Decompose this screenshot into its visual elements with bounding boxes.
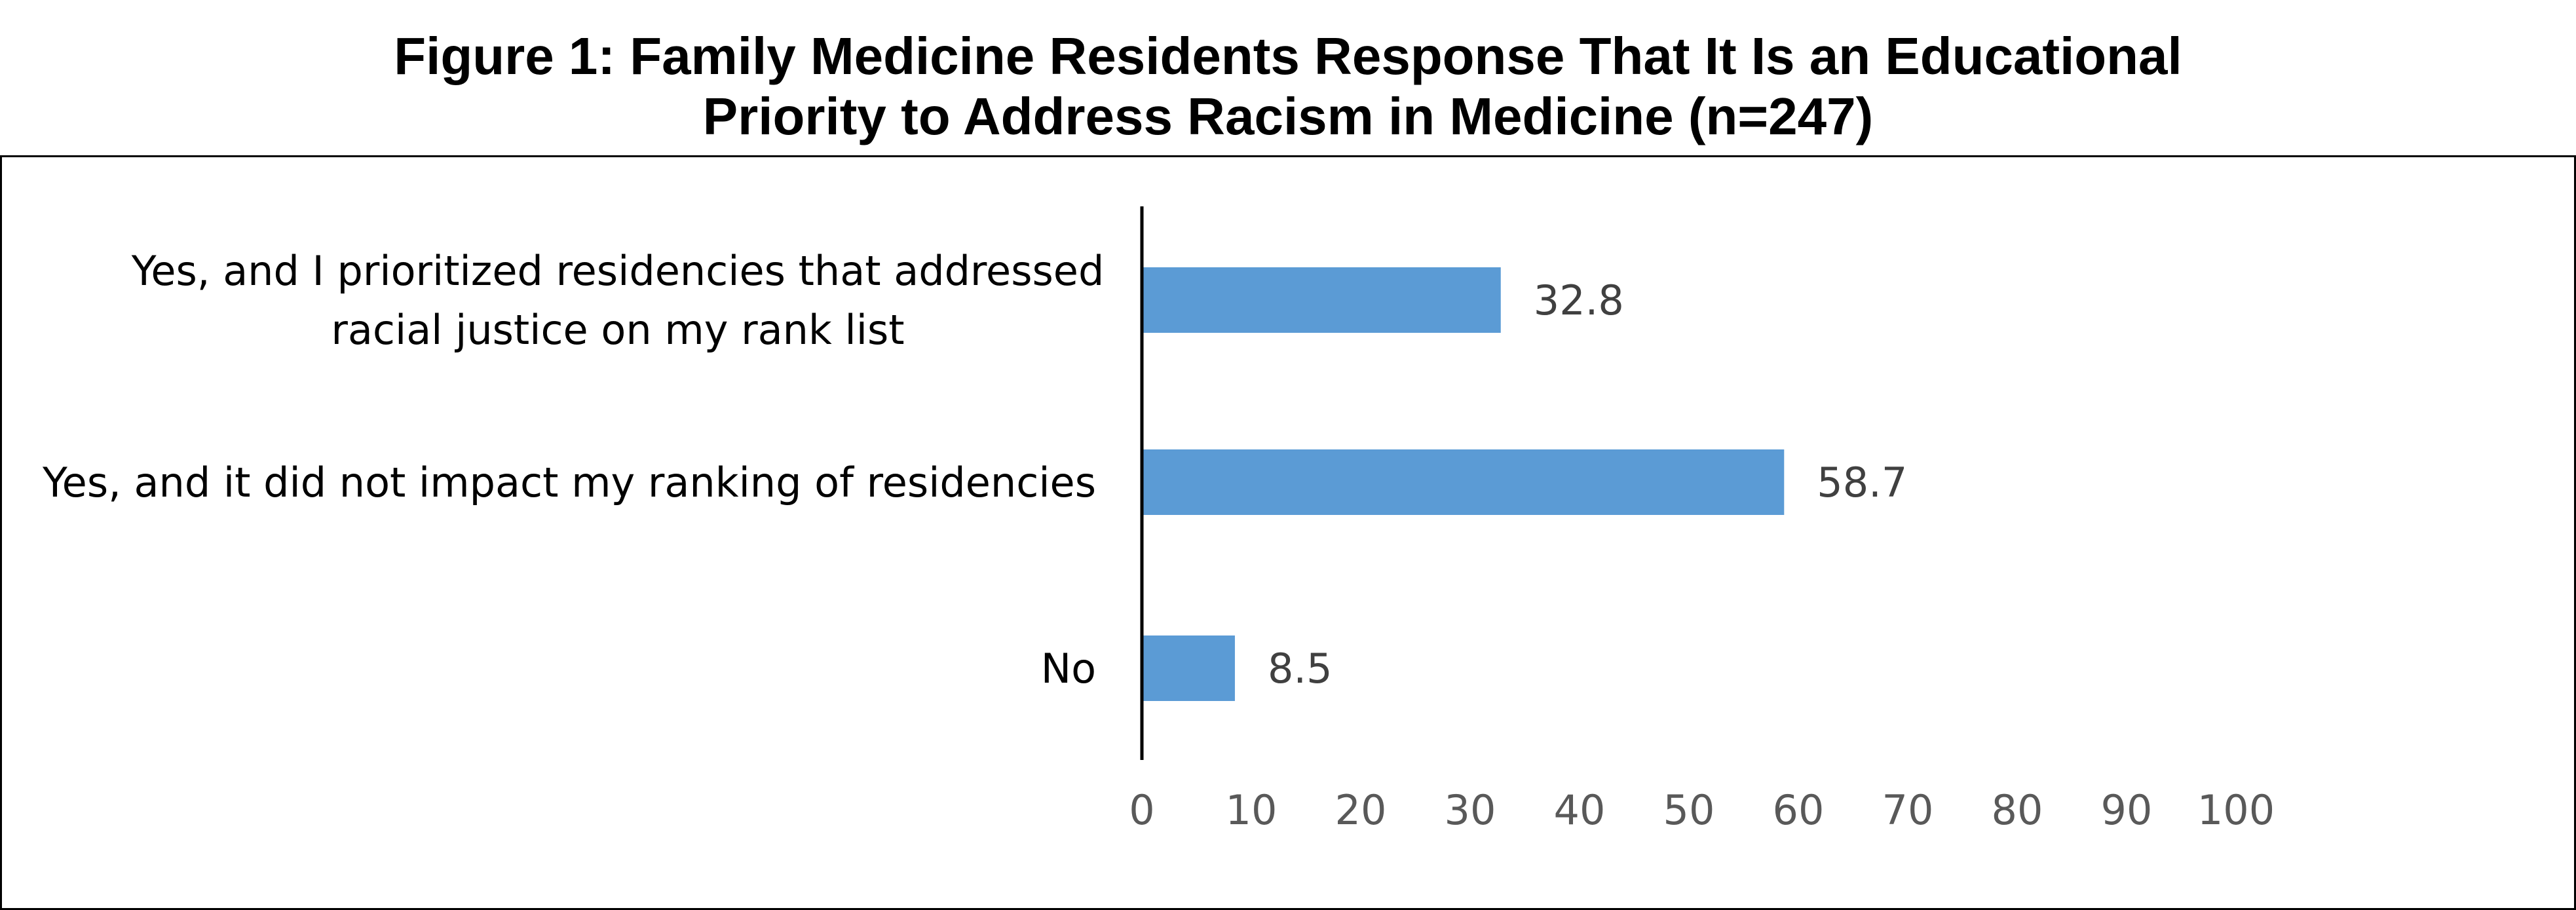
category-label-0-line-1: racial justice on my rank list <box>331 306 904 354</box>
bar-0 <box>1142 267 1501 333</box>
bars-layer <box>1142 267 1785 701</box>
x-tick-label-7: 70 <box>1882 786 1934 834</box>
bar-value-label-1: 58.7 <box>1817 459 1907 506</box>
chart-title-line-2: Priority to Address Racism in Medicine (… <box>702 87 1874 145</box>
category-label-2-line-0: No <box>1041 645 1096 692</box>
category-label-0-line-0: Yes, and I prioritized residencies that … <box>131 247 1105 295</box>
x-tick-label-0: 0 <box>1129 786 1154 834</box>
x-tick-label-1: 10 <box>1226 786 1278 834</box>
category-label-1-line-0: Yes, and it did not impact my ranking of… <box>42 459 1096 506</box>
bar-chart: 32.8 Yes, and I prioritized residencies t… <box>42 206 2275 834</box>
bar-value-label-2: 8.5 <box>1268 645 1333 692</box>
x-tick-label-3: 30 <box>1445 786 1496 834</box>
x-tick-label-10: 100 <box>2197 786 2275 834</box>
bar-value-label-0: 32.8 <box>1534 276 1624 324</box>
chart-title-line-1: Figure 1: Family Medicine Residents Resp… <box>394 27 2182 85</box>
chart-title: Figure 1: Family Medicine Residents Resp… <box>0 26 2576 147</box>
chart-frame: 32.8 Yes, and I prioritized residencies t… <box>0 155 2576 910</box>
x-tick-label-5: 50 <box>1663 786 1715 834</box>
x-tick-label-9: 90 <box>2101 786 2153 834</box>
x-tick-label-6: 60 <box>1773 786 1825 834</box>
x-tick-label-8: 80 <box>1992 786 2043 834</box>
labels-layer: 32.8 Yes, and I prioritized residencies t… <box>42 247 1907 692</box>
x-tick-labels: 0 10 20 30 40 50 60 70 80 90 100 <box>1129 786 2275 834</box>
bar-2 <box>1142 635 1235 701</box>
x-tick-label-4: 40 <box>1554 786 1606 834</box>
x-tick-label-2: 20 <box>1335 786 1387 834</box>
bar-1 <box>1142 449 1785 515</box>
